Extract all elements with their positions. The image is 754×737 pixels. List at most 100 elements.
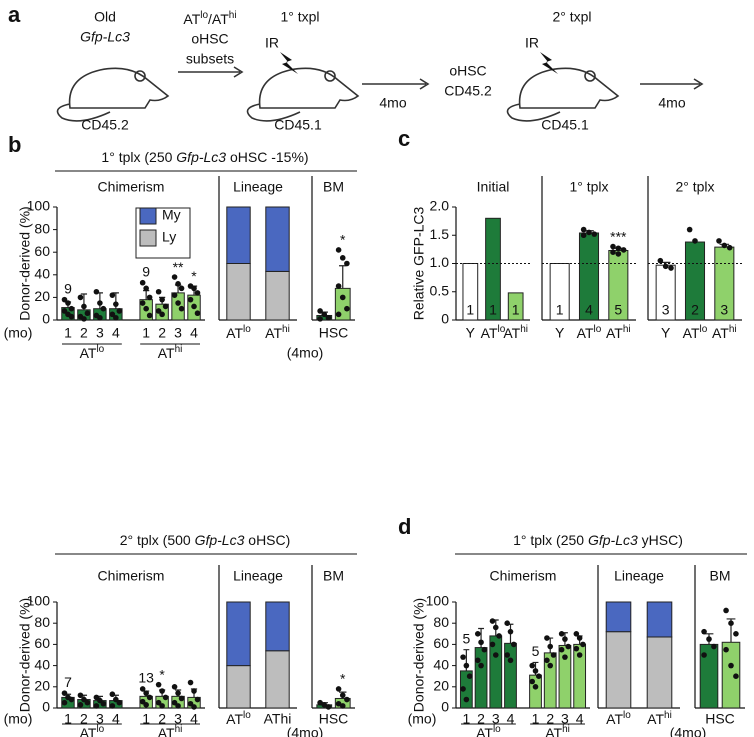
data-point xyxy=(529,678,536,685)
bar-segment xyxy=(226,206,251,264)
x-tick-label: 2 xyxy=(158,325,166,341)
header-part: 1° tplx (250 xyxy=(513,532,588,548)
diagram-label: Gfp-Lc3 xyxy=(80,29,130,45)
chart-title: Chimerism xyxy=(490,568,557,584)
diagram-label: IR xyxy=(525,35,539,51)
label-sup: hi xyxy=(520,324,528,335)
diagram-label: CD45.2 xyxy=(444,83,492,99)
label-part: AT xyxy=(265,325,282,341)
bar-segment xyxy=(646,601,673,638)
data-point xyxy=(339,294,346,301)
label-sup: hi xyxy=(729,324,737,335)
header-part: Gfp-Lc3 xyxy=(195,532,245,548)
n-label: 7 xyxy=(64,674,72,690)
data-point xyxy=(576,652,583,658)
data-point xyxy=(81,316,87,322)
data-point xyxy=(610,249,616,255)
data-point xyxy=(335,686,342,692)
data-point xyxy=(109,691,116,698)
label-sup: lo xyxy=(96,344,104,355)
header-part: oHSC -15%) xyxy=(226,149,308,165)
label-part: /AT xyxy=(208,11,229,27)
data-point xyxy=(171,274,178,280)
y-tick-label: 80 xyxy=(433,614,449,630)
irradiation-icon xyxy=(540,52,558,74)
y-tick-label: 20 xyxy=(34,288,50,304)
x-tick-label: 4 xyxy=(190,711,198,727)
bar xyxy=(462,263,479,321)
data-point xyxy=(146,294,153,301)
mouse-ear xyxy=(134,70,146,82)
x-tick-label: 4 xyxy=(112,325,120,341)
data-point xyxy=(162,303,169,310)
data-point xyxy=(547,643,554,650)
data-point xyxy=(109,292,116,298)
y-axis-label: Donor-derived (%) xyxy=(411,598,427,712)
chart-title: BM xyxy=(323,179,344,195)
diagram-label: 4mo xyxy=(379,95,406,111)
y-tick-label: 60 xyxy=(34,635,50,651)
data-point xyxy=(139,279,146,286)
data-point xyxy=(576,635,583,641)
group-label: ATlo xyxy=(476,724,501,737)
n-label: 5 xyxy=(462,630,470,646)
data-point xyxy=(728,620,734,626)
y-tick-label: 100 xyxy=(27,593,51,609)
data-point xyxy=(586,229,592,236)
label-sup: lo xyxy=(498,324,506,335)
data-point xyxy=(580,226,587,233)
diagram-label: 4mo xyxy=(658,95,685,111)
data-point xyxy=(143,285,149,292)
y-tick-label: 40 xyxy=(34,656,50,672)
label-part: AT xyxy=(158,345,175,361)
data-point xyxy=(155,308,162,314)
chart-title: Chimerism xyxy=(98,179,165,195)
diagram-label: oHSC xyxy=(449,63,486,79)
data-point xyxy=(146,312,153,319)
x-tick-label: 1 xyxy=(462,711,470,727)
chart-title: Lineage xyxy=(233,568,283,584)
x-tick-label: 1 xyxy=(64,711,72,727)
x-tick-label: 2 xyxy=(546,711,554,727)
data-point xyxy=(139,686,146,692)
data-point xyxy=(194,290,201,296)
data-point xyxy=(558,646,565,653)
chart-title: 1° tplx xyxy=(569,179,608,195)
label-sup: hi xyxy=(175,724,183,735)
data-point xyxy=(580,641,586,648)
y-tick-label: 60 xyxy=(433,635,449,651)
label-part: AT xyxy=(712,325,729,341)
x-tick-label: Y xyxy=(555,325,565,341)
data-point xyxy=(510,641,517,648)
y-tick-label: 40 xyxy=(433,656,449,672)
diagram-label: IR xyxy=(265,35,279,51)
group-label: AThi xyxy=(158,344,183,361)
data-point xyxy=(547,662,554,669)
data-point xyxy=(68,696,75,703)
data-point xyxy=(507,628,514,635)
n-label: 1 xyxy=(489,302,497,318)
x-axis-label: (4mo) xyxy=(287,345,324,361)
label-sup: lo xyxy=(594,324,602,335)
n-label: 1 xyxy=(466,302,474,318)
n-label: 1 xyxy=(556,302,564,318)
group-label: ATlo xyxy=(80,724,105,737)
data-point xyxy=(155,288,162,295)
n-label: 4 xyxy=(585,302,593,318)
data-point xyxy=(191,303,197,310)
data-point xyxy=(662,263,669,270)
diagram-label: CD45.1 xyxy=(541,117,589,133)
label-part: AT xyxy=(80,725,97,737)
x-tick-label: AThi xyxy=(264,711,292,727)
x-tick-label: ATlo xyxy=(226,710,251,727)
n-label: 1 xyxy=(512,302,520,318)
data-point xyxy=(61,296,68,303)
data-point xyxy=(544,635,550,641)
x-tick-label: 1 xyxy=(64,325,72,341)
x-tick-label: Y xyxy=(466,325,476,341)
y-tick-label: 0 xyxy=(42,699,50,715)
x-tick-label: 2 xyxy=(158,711,166,727)
bar-segment xyxy=(265,650,290,709)
significance: ** xyxy=(173,259,184,275)
data-point xyxy=(321,311,328,318)
